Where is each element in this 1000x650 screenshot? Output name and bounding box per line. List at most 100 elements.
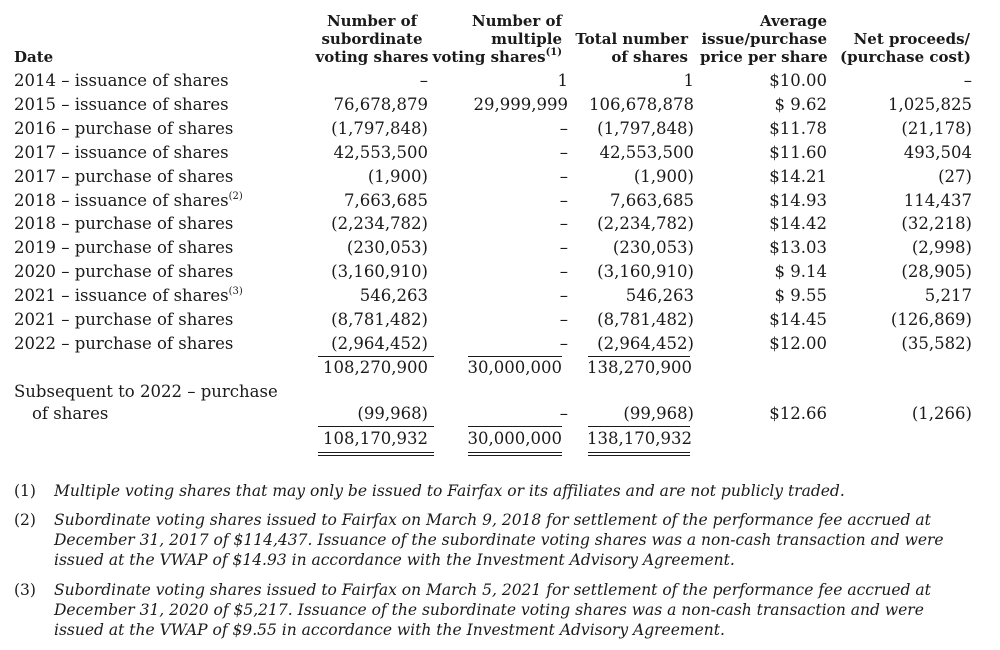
cell-multiple: – [559,143,568,162]
cell-price: $14.42 [769,214,827,233]
cell-net: 493,504 [903,143,972,162]
footnote-3: (3) Subordinate voting shares issued to … [14,580,974,642]
row-date-text: 2020 – purchase of shares [14,262,234,281]
cell-multiple: – [559,119,568,138]
cell-total: (2,234,782) [597,214,694,233]
cell-subordinate: (3,160,910) [331,262,428,281]
subsequent-net: (1,266) [911,404,972,423]
row-date: 2021 – issuance of shares(3) [14,286,243,306]
double-rule-total-b [588,455,690,456]
cell-total: (8,781,482) [597,310,694,329]
row-date: 2015 – issuance of shares [14,95,229,115]
double-rule-multiple-a [468,452,562,453]
subtotal-total: 138,270,900 [587,358,692,377]
cell-net: (126,869) [890,310,972,329]
row-date-text: 2021 – purchase of shares [14,310,234,329]
cell-total: 42,553,500 [599,143,694,162]
row-date: 2017 – purchase of shares [14,167,233,187]
cell-multiple: – [559,238,568,257]
cell-total: (1,797,848) [597,119,694,138]
row-date: 2014 – issuance of shares [14,71,229,91]
double-rule-multiple-b [468,455,562,456]
footnote-3-number: (3) [14,581,36,599]
footnote-2-text: Subordinate voting shares issued to Fair… [54,511,944,569]
subtotal-rule-total [588,356,690,357]
footnote-ref-1: (1) [545,47,562,58]
header-date: Date [14,48,54,66]
row-date-text: 2017 – issuance of shares [14,143,229,162]
header-multiple-voting-shares: Number of multiple voting shares(1) [432,12,562,66]
cell-total: (2,964,452) [597,334,694,353]
cell-net: (35,582) [901,334,972,353]
cell-multiple: 29,999,999 [473,95,568,114]
row-date-text: 2016 – purchase of shares [14,119,234,138]
row-date-text: 2018 – purchase of shares [14,214,234,233]
row-date-text: 2022 – purchase of shares [14,334,234,353]
subtotal-rule-multiple [468,356,562,357]
row-date: 2021 – purchase of shares [14,310,233,330]
cell-multiple: – [559,310,568,329]
double-rule-total-a [588,452,690,453]
total-rule-total [588,426,690,427]
cell-total: 546,263 [625,286,694,305]
cell-net: (27) [938,167,972,186]
cell-multiple: – [559,286,568,305]
cell-total: 7,663,685 [610,191,694,210]
row-date: 2020 – purchase of shares [14,262,233,282]
footnote-1-number: (1) [14,482,36,500]
row-date-text: 2014 – issuance of shares [14,71,229,90]
cell-multiple: – [559,334,568,353]
total-rule-multiple [468,426,562,427]
subsequent-subordinate: (99,968) [357,404,428,423]
double-rule-subordinate-b [318,455,434,456]
cell-multiple: – [559,214,568,233]
cell-price: $14.45 [769,310,827,329]
footnote-2: (2) Subordinate voting shares issued to … [14,510,974,572]
cell-subordinate: 42,553,500 [333,143,428,162]
cell-subordinate: (2,964,452) [331,334,428,353]
footnote-1: (1) Multiple voting shares that may only… [14,481,974,501]
subsequent-multiple: – [559,404,568,423]
cell-subordinate: 546,263 [359,286,428,305]
cell-price: $11.78 [769,119,827,138]
cell-multiple: – [559,167,568,186]
cell-price: $ 9.55 [774,286,827,305]
row-date: 2017 – issuance of shares [14,143,229,163]
footnote-2-number: (2) [14,511,36,529]
cell-subordinate: (1,797,848) [331,119,428,138]
cell-net: 5,217 [924,286,972,305]
cell-price: $ 9.62 [774,95,827,114]
subsequent-date-line2: of shares [32,404,109,423]
row-date-text: 2018 – issuance of shares [14,191,229,210]
cell-price: $11.60 [769,143,827,162]
subsequent-price: $12.66 [769,404,827,423]
cell-total: (3,160,910) [597,262,694,281]
cell-price: $13.03 [769,238,827,257]
header-total-shares: Total number of shares [575,30,688,66]
cell-net: – [963,71,972,90]
header-average-price: Average issue/purchase price per share [700,12,828,66]
subtotal-rule-subordinate [318,356,434,357]
footnote-ref: (2) [228,190,243,202]
row-date: 2022 – purchase of shares [14,334,233,354]
subtotal-multiple: 30,000,000 [467,358,562,377]
cell-total: 1 [683,71,695,90]
row-date-text: 2021 – issuance of shares [14,286,229,305]
subtotal-subordinate: 108,270,900 [323,358,428,377]
cell-total: (230,053) [612,238,694,257]
footnote-3-text: Subordinate voting shares issued to Fair… [54,581,931,639]
cell-net: (28,905) [901,262,972,281]
final-total-total: 138,170,932 [587,429,692,448]
footnote-1-text: Multiple voting shares that may only be … [54,482,845,500]
row-date: 2016 – purchase of shares [14,119,233,139]
footnote-ref: (3) [228,285,243,297]
total-rule-subordinate [318,426,434,427]
cell-multiple: – [559,262,568,281]
cell-subordinate: 7,663,685 [344,191,428,210]
row-date: 2018 – purchase of shares [14,214,233,234]
header-net-proceeds: Net proceeds/ (purchase cost) [840,30,971,66]
row-date-text: 2019 – purchase of shares [14,238,234,257]
row-date: 2018 – issuance of shares(2) [14,191,243,211]
cell-price: $14.21 [769,167,827,186]
final-total-subordinate: 108,170,932 [323,429,428,448]
